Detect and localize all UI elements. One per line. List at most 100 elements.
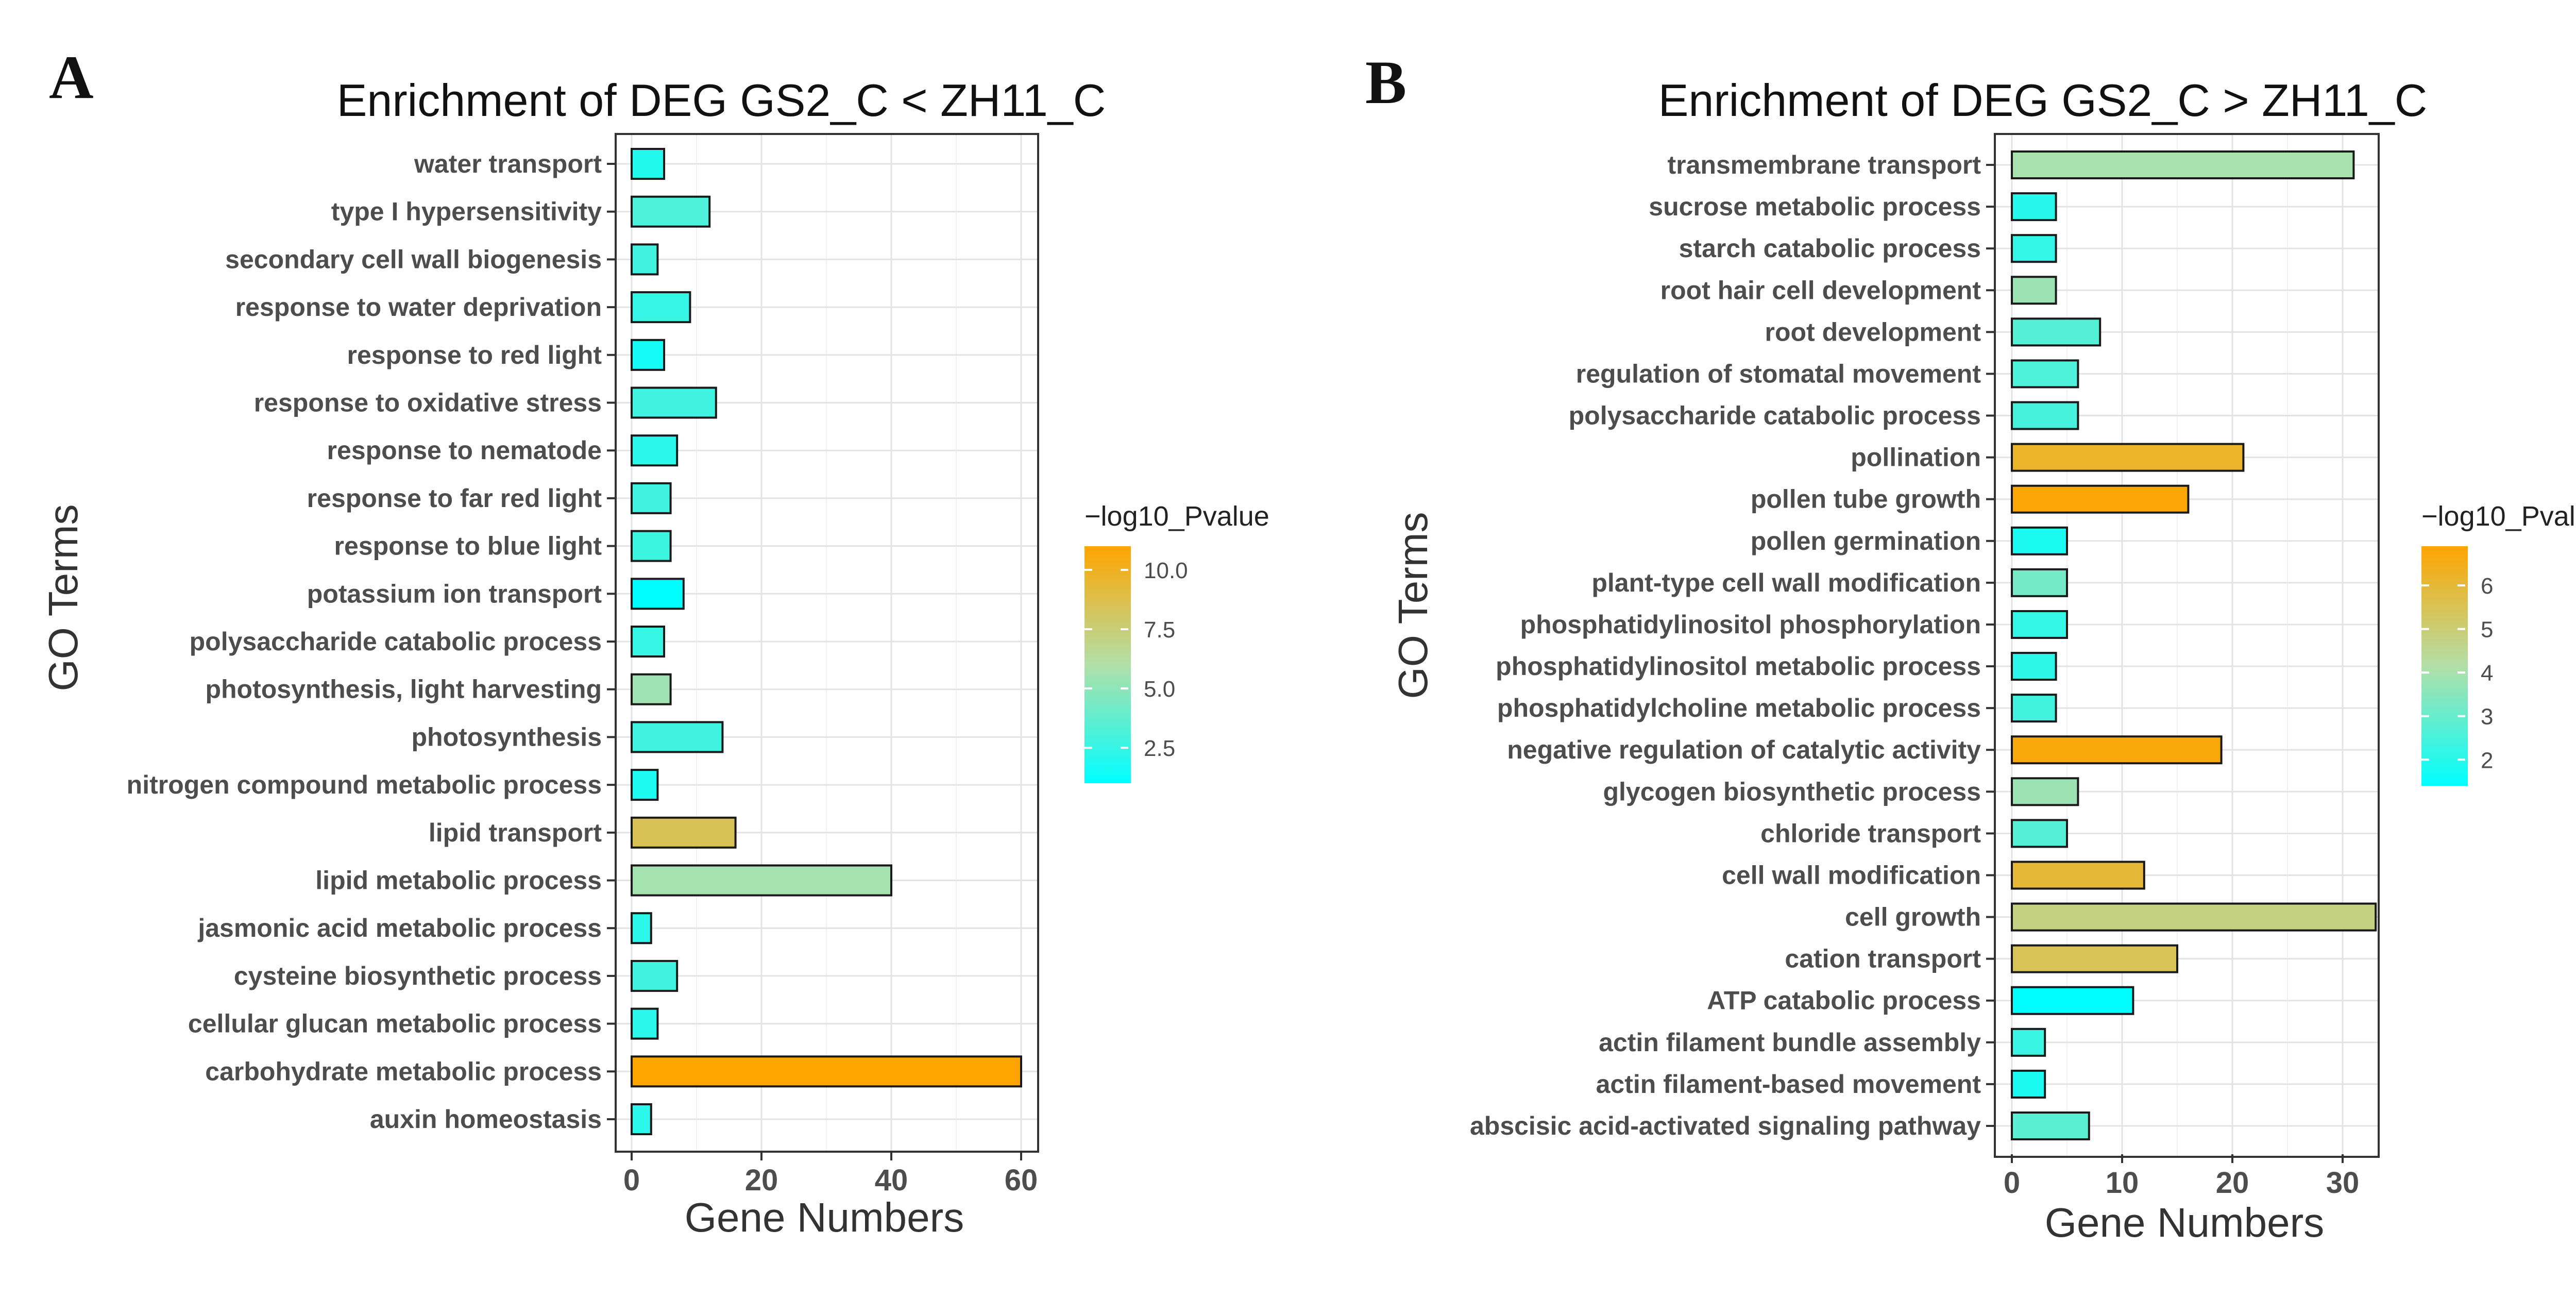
bar [2011,861,2145,890]
bar [2011,1111,2090,1140]
color-legend: −log10_Pvalue 6 5 4 3 2 [2421,501,2576,786]
x-ticks: 0 20 40 60 [623,1152,1038,1197]
category-label: phosphatidylinositol phosphorylation [1520,610,1981,639]
bar [631,769,659,801]
x-axis-title: Gene Numbers [685,1194,964,1240]
bar [631,530,672,562]
panel-label: B [1365,48,1406,116]
legend-tick-label: 5 [2481,617,2493,643]
category-label: root development [1765,317,1981,346]
category-label: actin filament bundle assembly [1599,1028,1981,1057]
chart-panel-b: B Enrichment of DEG GS2_C > ZH11_C GO Te… [1365,48,2576,1245]
category-label: chloride transport [1760,819,1981,848]
category-label: ATP catabolic process [1707,986,1981,1015]
bar [2011,652,2057,681]
bar [2011,359,2079,389]
bar [2011,1069,2046,1099]
bar [631,1103,652,1135]
x-tick-label: 20 [745,1164,778,1197]
bar [631,721,724,753]
category-label: phosphatidylinositol metabolic process [1496,652,1981,681]
bar [631,1055,1022,1088]
category-label: negative regulation of catalytic activit… [1507,735,1981,764]
category-label: sucrose metabolic process [1649,192,1981,221]
category-label: type I hypersensitivity [331,197,602,226]
bar [2011,276,2057,305]
legend-tick-label: 10.0 [1144,558,1188,583]
category-label: regulation of stomatal movement [1576,359,1981,388]
category-label: photosynthesis [412,722,602,751]
chart-title: Enrichment of DEG GS2_C < ZH11_C [337,75,1106,126]
bars [2011,150,2377,1140]
category-label: secondary cell wall biogenesis [225,245,602,274]
legend-tick-label: 7.5 [1144,617,1175,643]
x-axis-title: Gene Numbers [2045,1200,2324,1245]
category-label: nitrogen compound metabolic process [127,770,602,799]
category-label: root hair cell development [1660,276,1981,305]
y-axis-title: GO Terms [40,504,86,691]
x-tick-label: 40 [875,1164,908,1197]
category-label: response to oxidative stress [254,389,602,417]
legend-tick-label: 2 [2481,748,2493,773]
bar [631,816,737,849]
x-tick-label: 20 [2216,1166,2249,1200]
bar [631,339,665,371]
bar [2011,610,2068,639]
x-tick-label: 10 [2106,1166,2139,1200]
category-label: cysteine biosynthetic process [234,962,602,990]
category-label: polysaccharide catabolic process [1569,401,1981,430]
category-label: starch catabolic process [1679,234,1981,263]
grid [1996,135,2378,1156]
category-label: cell wall modification [1722,861,1981,889]
bar [2011,819,2068,848]
bar [2011,777,2079,806]
bar [2011,150,2355,179]
bar [2011,1027,2046,1057]
category-label: jasmonic acid metabolic process [197,914,602,942]
bar [2011,986,2134,1015]
plot-frame [615,133,1039,1153]
bar [2011,317,2102,347]
x-ticks: 0 10 20 30 [2004,1154,2359,1200]
category-label: actin filament-based movement [1596,1070,1981,1099]
bar [631,959,679,992]
category-label: response to red light [347,341,602,369]
bar [2011,401,2079,430]
category-label: cation transport [1785,945,1981,973]
category-label: response to water deprivation [235,293,602,322]
bar [2011,944,2178,973]
legend-title: −log10_Pvalue [2421,501,2576,532]
legend-colorbar [1084,546,1131,783]
bar [631,243,659,276]
x-tick-label: 0 [623,1164,640,1197]
category-label: auxin homeostasis [370,1105,602,1134]
bar [631,434,679,467]
category-label: pollen tube growth [1751,485,1981,514]
bar [631,578,685,610]
x-tick-label: 30 [2326,1166,2360,1200]
chart-title: Enrichment of DEG GS2_C > ZH11_C [1658,75,2428,126]
category-label: response to far red light [307,484,602,513]
chart-panel-a: A Enrichment of DEG GS2_C < ZH11_C GO Te… [40,43,1269,1240]
bar [2011,902,2377,932]
category-labels: water transport type I hypersensitivity se… [127,149,615,1134]
legend-tick-label: 4 [2481,661,2493,686]
bar [631,195,711,228]
category-label: cellular glucan metabolic process [188,1009,602,1038]
bar [2011,234,2057,263]
color-legend: −log10_Pvalue 10.0 7.5 5.0 2.5 [1084,501,1269,783]
x-tick-label: 0 [2004,1166,2020,1200]
bars [631,148,1022,1135]
category-label: response to nematode [327,436,602,465]
bar [631,912,652,945]
category-label: pollination [1851,443,1981,472]
category-label: potassium ion transport [307,579,602,608]
category-label: water transport [414,149,602,178]
legend-tick-label: 5.0 [1144,677,1175,702]
legend-colorbar [2421,546,2468,786]
category-label: lipid transport [429,818,602,847]
category-label: transmembrane transport [1668,150,1981,179]
bar [631,482,672,514]
category-label: plant-type cell wall modification [1591,568,1981,597]
